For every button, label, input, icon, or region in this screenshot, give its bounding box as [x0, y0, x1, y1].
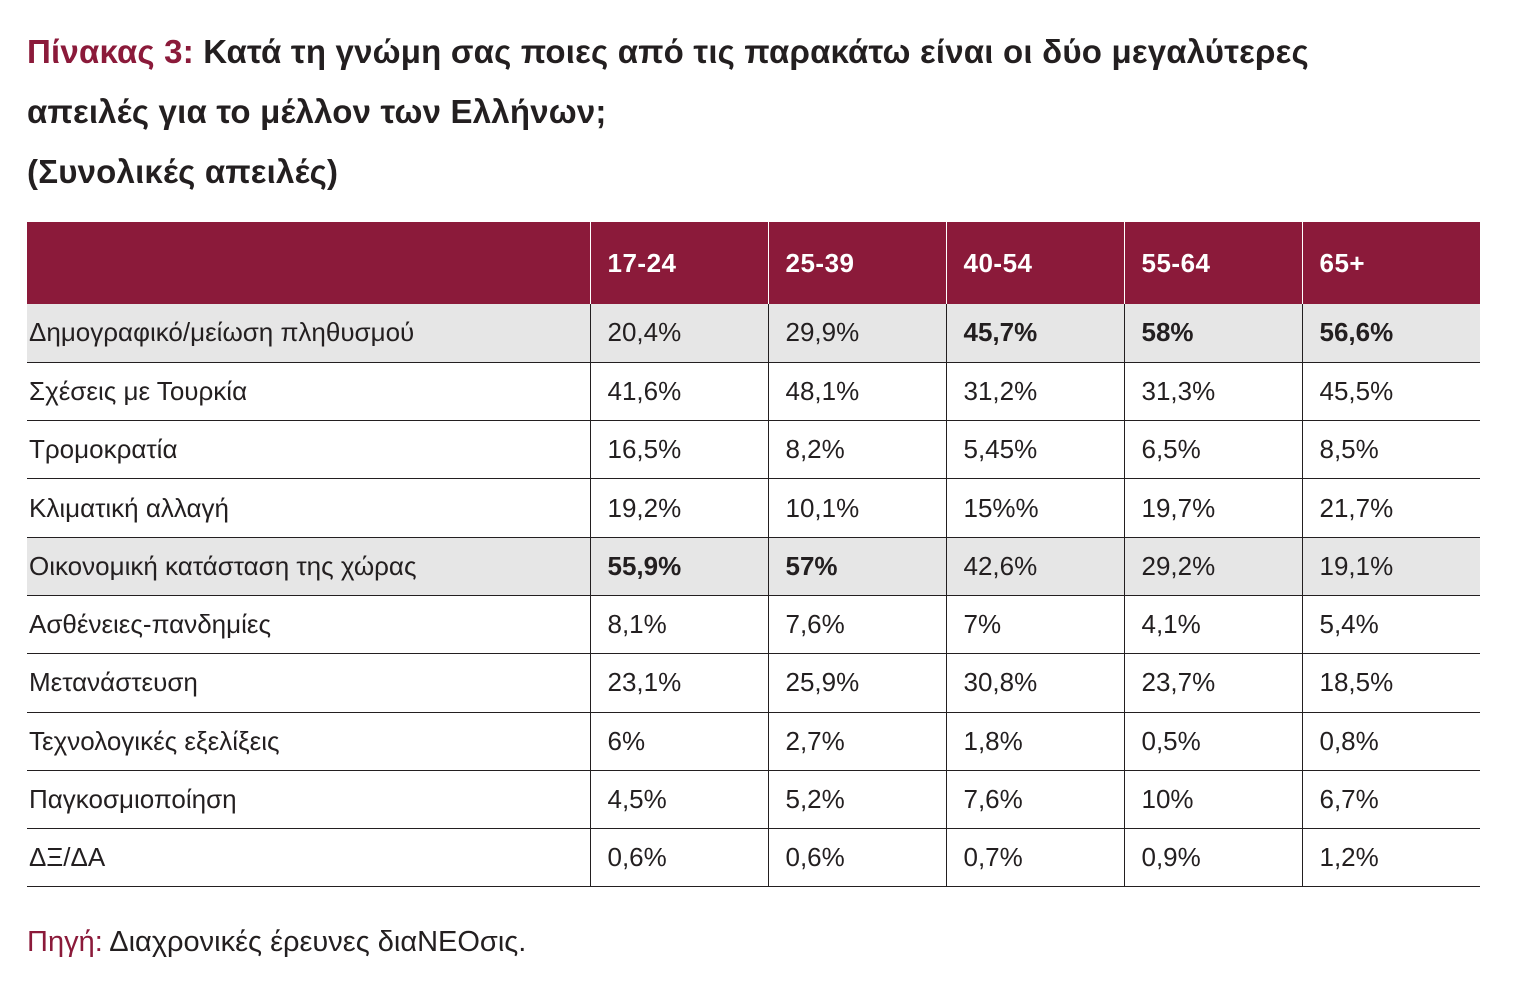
- table-cell: 31,3%: [1123, 362, 1302, 421]
- table-cell: 41,6%: [589, 362, 768, 421]
- source-note: Πηγή: Διαχρονικές έρευνες διαNEOσις.: [27, 926, 526, 959]
- table-cell: 0,9%: [1123, 828, 1302, 887]
- table-cell: 4,1%: [1123, 595, 1302, 654]
- table-row: ΔΞ/ΔΑ 0,6% 0,6% 0,7% 0,9% 1,2%: [27, 828, 1480, 887]
- table-cell: 48,1%: [767, 362, 946, 421]
- column-header: 55-64: [1123, 222, 1302, 304]
- table-cell: 23,1%: [589, 653, 768, 713]
- data-table: 17-24 25-39 40-54 55-64 65+ Δημογραφικό/…: [27, 222, 1480, 887]
- column-header: 17-24: [589, 222, 768, 304]
- table-cell: 57%: [767, 537, 946, 596]
- table-cell: 55,9%: [589, 537, 768, 596]
- table-row: Ασθένειες-πανδημίες 8,1% 7,6% 7% 4,1% 5,4%: [27, 595, 1480, 654]
- row-label: Μετανάστευση: [29, 667, 198, 698]
- table-cell: 31,2%: [945, 362, 1124, 421]
- table-row: Δημογραφικό/μείωση πληθυσμού 20,4% 29,9% 45…: [27, 304, 1480, 363]
- table-cell: 19,7%: [1123, 478, 1302, 538]
- table-cell: 8,2%: [767, 420, 946, 479]
- row-label: Ασθένειες-πανδημίες: [29, 609, 271, 640]
- table-cell: 0,6%: [589, 828, 768, 887]
- table-cell: 15%%: [945, 478, 1124, 538]
- row-label: Σχέσεις με Τουρκία: [29, 375, 248, 406]
- column-header: 25-39: [767, 222, 946, 304]
- chart-title: Πίνακας 3: Κατά τη γνώμη σας ποιες από τ…: [27, 22, 1487, 202]
- table-cell: 0,6%: [767, 828, 946, 887]
- table-cell: 6%: [589, 712, 768, 771]
- table-cell: 6,5%: [1123, 420, 1302, 479]
- row-label: Τρομοκρατία: [29, 434, 178, 465]
- table-cell: 18,5%: [1301, 653, 1480, 713]
- row-label: Οικονομική κατάσταση της χώρας: [29, 550, 417, 581]
- row-label: ΔΞ/ΔΑ: [29, 842, 106, 873]
- table-cell: 0,8%: [1301, 712, 1480, 771]
- table-cell: 1,2%: [1301, 828, 1480, 887]
- table-row: Σχέσεις με Τουρκία 41,6% 48,1% 31,2% 31,3% 45…: [27, 362, 1480, 421]
- table-cell: 7,6%: [945, 770, 1124, 829]
- table-header-row: 17-24 25-39 40-54 55-64 65+: [27, 222, 1480, 304]
- source-text: Διαχρονικές έρευνες διαNEOσις.: [109, 926, 527, 958]
- table-cell: 4,5%: [589, 770, 768, 829]
- table-cell: 5,2%: [767, 770, 946, 829]
- source-prefix: Πηγή:: [27, 926, 103, 958]
- table-cell: 20,4%: [589, 304, 768, 363]
- table-cell: 25,9%: [767, 653, 946, 713]
- title-line-2: απειλές για το μέλλον των Ελλήνων;: [27, 93, 607, 130]
- table-cell: 45,7%: [945, 304, 1124, 363]
- table-row: Μετανάστευση 23,1% 25,9% 30,8% 23,7% 18,5%: [27, 653, 1480, 713]
- title-line-3: (Συνολικές απειλές): [27, 153, 339, 190]
- table-row: Παγκοσμιοποίηση 4,5% 5,2% 7,6% 10% 6,7%: [27, 770, 1480, 829]
- table-cell: 0,7%: [945, 828, 1124, 887]
- table-cell: 29,2%: [1123, 537, 1302, 596]
- header-empty-cell: [27, 222, 590, 304]
- table-cell: 5,4%: [1301, 595, 1480, 654]
- table-cell: 5,45%: [945, 420, 1124, 479]
- table-cell: 42,6%: [945, 537, 1124, 596]
- table-cell: 56,6%: [1301, 304, 1480, 363]
- table-row: Τρομοκρατία 16,5% 8,2% 5,45% 6,5% 8,5%: [27, 420, 1480, 479]
- table-cell: 8,1%: [589, 595, 768, 654]
- table-cell: 8,5%: [1301, 420, 1480, 479]
- table-cell: 23,7%: [1123, 653, 1302, 713]
- table-cell: 10,1%: [767, 478, 946, 538]
- column-header: 40-54: [945, 222, 1124, 304]
- table-cell: 7,6%: [767, 595, 946, 654]
- table-cell: 16,5%: [589, 420, 768, 479]
- table-cell: 2,7%: [767, 712, 946, 771]
- table-cell: 21,7%: [1301, 478, 1480, 538]
- row-label: Παγκοσμιοποίηση: [29, 784, 237, 815]
- table-body: Δημογραφικό/μείωση πληθυσμού 20,4% 29,9% 45…: [27, 304, 1480, 887]
- table-cell: 6,7%: [1301, 770, 1480, 829]
- title-prefix: Πίνακας 3:: [27, 33, 194, 70]
- title-text-1: Κατά τη γνώμη σας ποιες από τις παρακάτω…: [203, 33, 1309, 70]
- table-row: Οικονομική κατάσταση της χώρας 55,9% 57% 42…: [27, 537, 1480, 596]
- row-label: Δημογραφικό/μείωση πληθυσμού: [29, 317, 415, 348]
- row-label: Κλιματική αλλαγή: [29, 492, 229, 523]
- table-cell: 58%: [1123, 304, 1302, 363]
- table-row: Τεχνολογικές εξελίξεις 6% 2,7% 1,8% 0,5% 0,8%: [27, 712, 1480, 771]
- column-header: 65+: [1301, 222, 1480, 304]
- table-cell: 29,9%: [767, 304, 946, 363]
- table-cell: 45,5%: [1301, 362, 1480, 421]
- table-cell: 30,8%: [945, 653, 1124, 713]
- table-cell: 7%: [945, 595, 1124, 654]
- table-cell: 19,1%: [1301, 537, 1480, 596]
- table-cell: 19,2%: [589, 478, 768, 538]
- table-cell: 1,8%: [945, 712, 1124, 771]
- table-cell: 10%: [1123, 770, 1302, 829]
- table-row: Κλιματική αλλαγή 19,2% 10,1% 15%% 19,7% 21,7%: [27, 478, 1480, 538]
- table-cell: 0,5%: [1123, 712, 1302, 771]
- row-label: Τεχνολογικές εξελίξεις: [29, 725, 280, 756]
- title-line-1: Πίνακας 3: Κατά τη γνώμη σας ποιες από τ…: [27, 22, 1487, 82]
